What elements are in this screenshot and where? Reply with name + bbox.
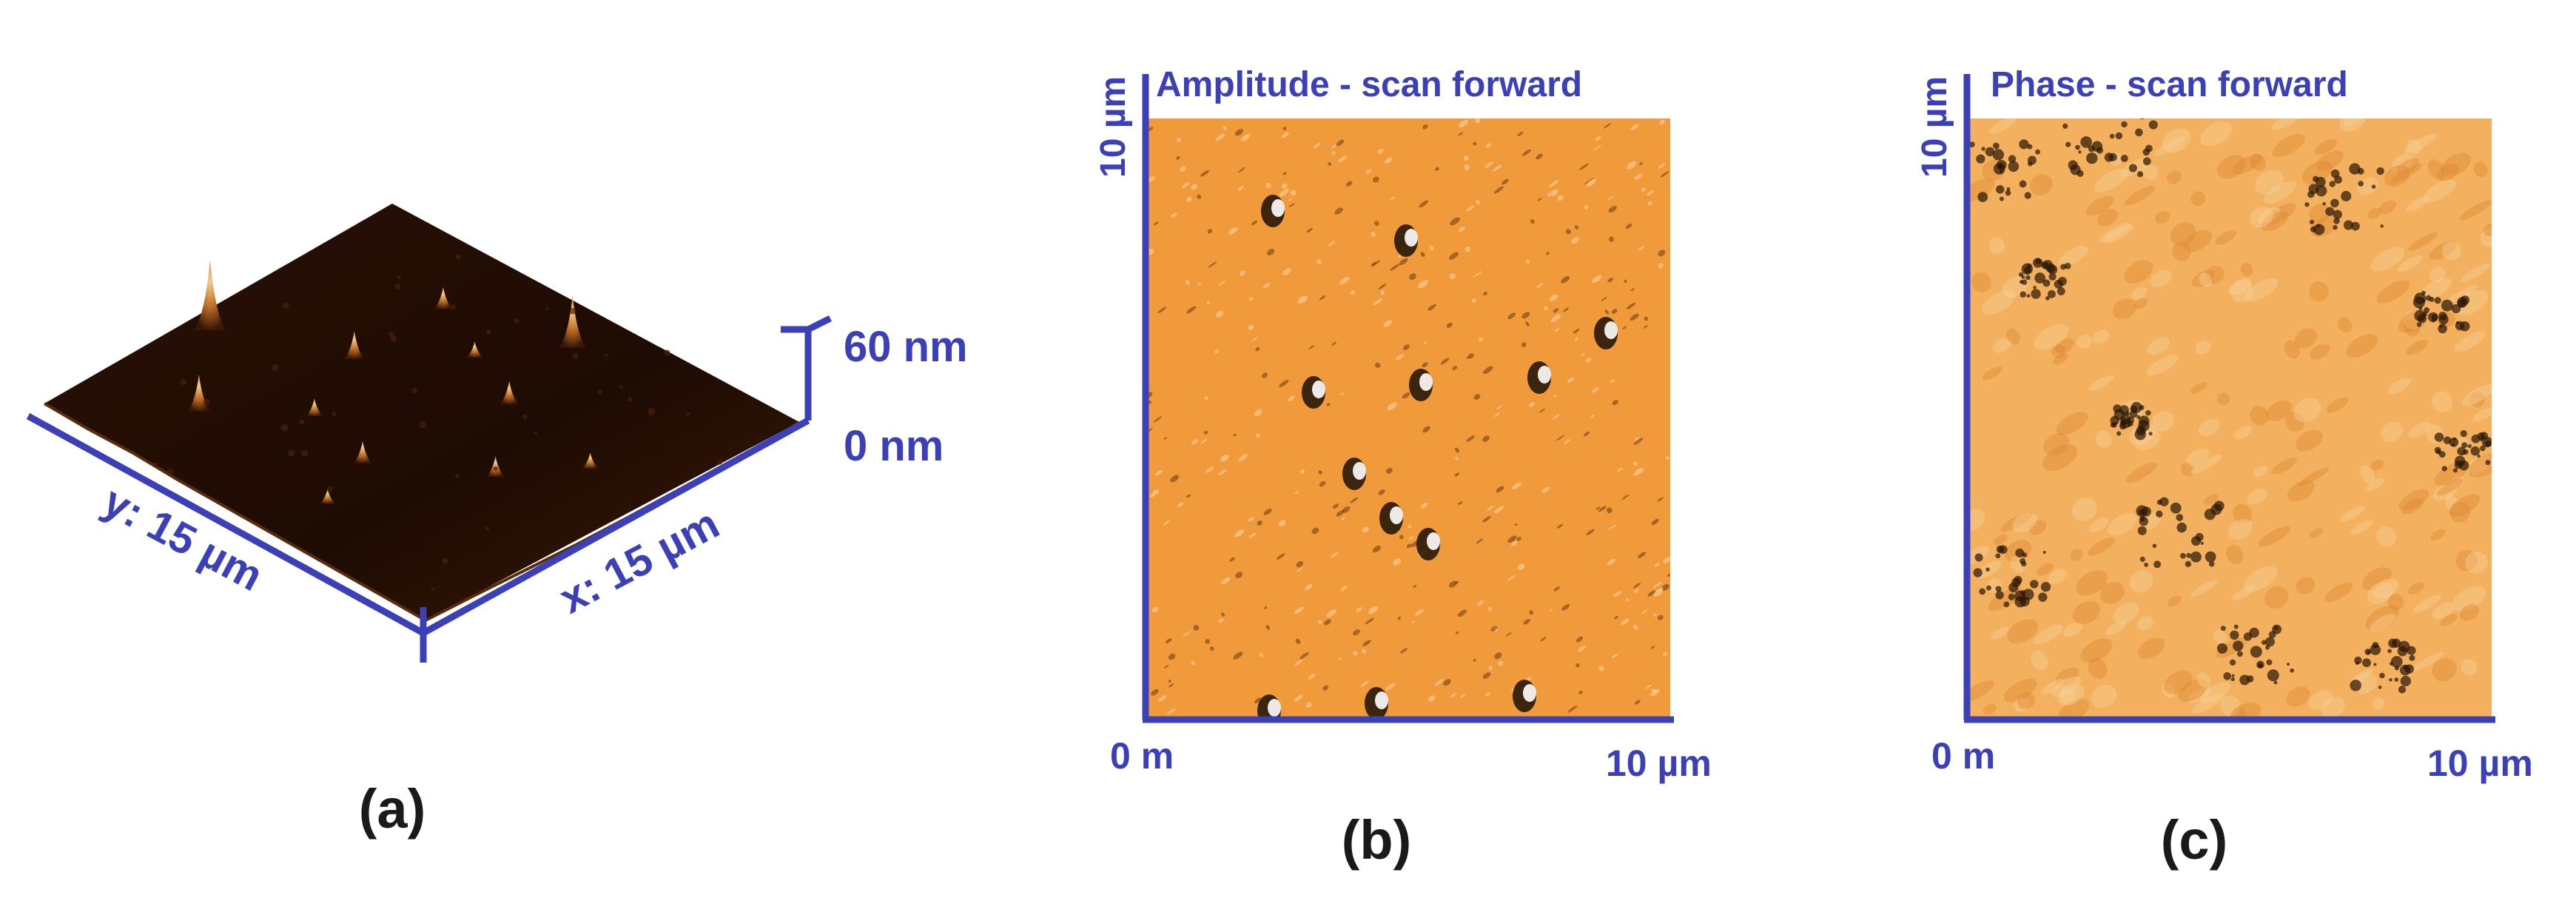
y-axis-line xyxy=(26,413,426,636)
z-axis-cap-diag xyxy=(806,315,833,333)
z-top-label: 60 nm xyxy=(844,323,968,371)
amp-x-origin-label: 0 m xyxy=(1110,735,1174,777)
amp-title: Amplitude - scan forward xyxy=(1156,65,1582,104)
amp-y-top-label: 10 µm xyxy=(1094,76,1133,178)
phase-title: Phase - scan forward xyxy=(1991,65,2348,104)
amplitude-image xyxy=(1149,118,1670,717)
panel-a-topography: y: 15 µm x: 15 µm 60 nm 0 nm (a) xyxy=(26,204,968,840)
panel-a-caption: (a) xyxy=(359,778,426,840)
phase-x-end-label: 10 µm xyxy=(2427,743,2533,784)
panel-c-phase: Phase - scan forward 10 µm 0 m 10 µm (c) xyxy=(1915,65,2533,871)
phase-texture xyxy=(1970,118,2492,717)
amp-x-end-label: 10 µm xyxy=(1606,743,1712,784)
topography-surface xyxy=(44,204,799,620)
amplitude-texture xyxy=(1149,118,1670,717)
panel-c-caption: (c) xyxy=(2161,809,2227,871)
phase-image xyxy=(1970,118,2492,717)
surface-peaks xyxy=(153,254,723,591)
phase-x-origin-label: 0 m xyxy=(1931,735,1995,777)
x-axis-line xyxy=(421,418,810,636)
phase-y-top-label: 10 µm xyxy=(1915,76,1954,178)
panel-b-amplitude: Amplitude - scan forward 10 µm 0 m 10 µm… xyxy=(1094,65,1712,871)
panel-b-caption: (b) xyxy=(1342,809,1412,871)
z-bottom-label: 0 nm xyxy=(844,422,944,470)
